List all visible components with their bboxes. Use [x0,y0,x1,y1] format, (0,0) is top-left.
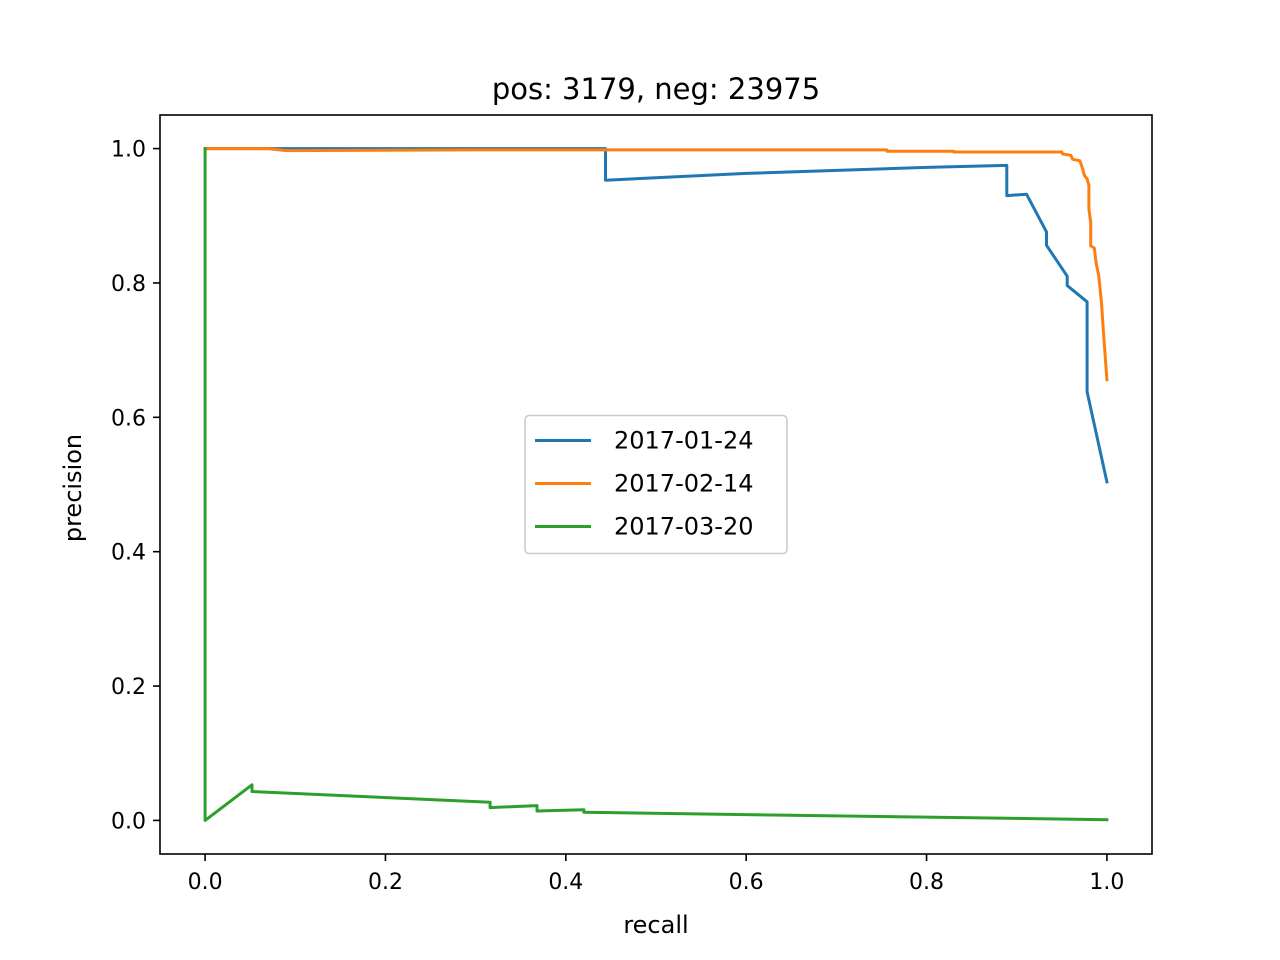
legend-label-2: 2017-02-14 [614,470,753,498]
y-axis: 0.0 0.2 0.4 0.6 0.8 1.0 [111,138,160,834]
x-tick-label: 0.6 [729,870,764,895]
y-axis-label: precision [59,434,87,542]
legend: 2017-01-24 2017-02-14 2017-03-20 [524,414,788,555]
y-tick-label: 1.0 [111,138,146,163]
legend-label-3: 2017-03-20 [614,513,753,541]
y-tick-label: 0.8 [111,272,146,297]
x-tick-label: 0.4 [548,870,583,895]
y-tick-label: 0.0 [111,809,146,834]
y-tick-label: 0.2 [111,675,146,700]
x-tick-label: 1.0 [1089,870,1124,895]
series-line-3 [203,147,1109,822]
legend-frame [524,414,788,555]
chart-title: pos: 3179, neg: 23975 [492,72,820,106]
x-tick-label: 0.2 [368,870,403,895]
x-tick-label: 0.0 [188,870,223,895]
series-line-1 [203,147,1109,484]
y-tick-label: 0.6 [111,406,146,431]
series-layer [203,147,1109,822]
x-axis: 0.0 0.2 0.4 0.6 0.8 1.0 [188,854,1124,895]
y-tick-label: 0.4 [111,541,146,566]
series-line-2 [203,147,1109,382]
x-axis-label: recall [623,911,688,939]
legend-label-1: 2017-01-24 [614,427,753,455]
plot-frame [159,114,1153,855]
x-tick-label: 0.8 [909,870,944,895]
